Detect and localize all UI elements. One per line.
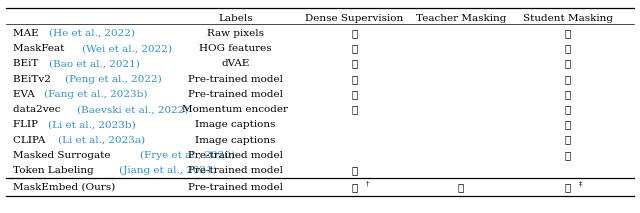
- Text: ✓: ✓: [351, 183, 358, 192]
- Text: (Baevski et al., 2022): (Baevski et al., 2022): [77, 105, 188, 114]
- Text: ✓: ✓: [564, 151, 571, 160]
- Text: Image captions: Image captions: [195, 136, 276, 145]
- Text: ✓: ✓: [564, 75, 571, 84]
- Text: (Wei et al., 2022): (Wei et al., 2022): [82, 44, 172, 53]
- Text: Masked Surrogate: Masked Surrogate: [13, 151, 113, 160]
- Text: ✓: ✓: [564, 136, 571, 145]
- Text: Pre-trained model: Pre-trained model: [188, 183, 283, 192]
- Text: ✓: ✓: [351, 166, 358, 175]
- Text: MaskEmbed (Ours): MaskEmbed (Ours): [13, 183, 115, 192]
- Text: (Li et al., 2023b): (Li et al., 2023b): [49, 120, 136, 129]
- Text: ✓: ✓: [564, 29, 571, 38]
- Text: data2vec: data2vec: [13, 105, 63, 114]
- Text: CLIPA: CLIPA: [13, 136, 48, 145]
- Text: ✓: ✓: [351, 44, 358, 53]
- Text: Image captions: Image captions: [195, 120, 276, 129]
- Text: ✓: ✓: [351, 105, 358, 114]
- Text: Raw pixels: Raw pixels: [207, 29, 264, 38]
- Text: ✓: ✓: [564, 90, 571, 99]
- Text: HOG features: HOG features: [199, 44, 271, 53]
- Text: Token Labeling: Token Labeling: [13, 166, 97, 175]
- Text: ✓: ✓: [351, 59, 358, 68]
- Text: ✓: ✓: [564, 183, 571, 192]
- Text: ✓: ✓: [564, 105, 571, 114]
- Text: †: †: [366, 180, 369, 188]
- Text: (Jiang et al., 2021): (Jiang et al., 2021): [119, 166, 217, 175]
- Text: ✓: ✓: [564, 59, 571, 68]
- Text: Momentum encoder: Momentum encoder: [182, 105, 289, 114]
- Text: Pre-trained model: Pre-trained model: [188, 166, 283, 175]
- Text: Pre-trained model: Pre-trained model: [188, 75, 283, 84]
- Text: Student Masking: Student Masking: [523, 14, 612, 23]
- Text: FLIP: FLIP: [13, 120, 41, 129]
- Text: ✓: ✓: [351, 90, 358, 99]
- Text: (He et al., 2022): (He et al., 2022): [49, 29, 135, 38]
- Text: BEiT: BEiT: [13, 59, 42, 68]
- Text: Dense Supervision: Dense Supervision: [305, 14, 404, 23]
- Text: Labels: Labels: [218, 14, 253, 23]
- Text: ✓: ✓: [458, 183, 464, 192]
- Text: (Li et al., 2023a): (Li et al., 2023a): [58, 136, 145, 145]
- Text: MaskFeat: MaskFeat: [13, 44, 67, 53]
- Text: dVAE: dVAE: [221, 59, 250, 68]
- Text: (Fang et al., 2023b): (Fang et al., 2023b): [44, 90, 148, 99]
- Text: ✓: ✓: [564, 120, 571, 129]
- Text: (Peng et al., 2022): (Peng et al., 2022): [65, 75, 161, 84]
- Text: ✓: ✓: [351, 29, 358, 38]
- Text: BEiTv2: BEiTv2: [13, 75, 54, 84]
- Text: ✓: ✓: [351, 75, 358, 84]
- Text: ‡: ‡: [579, 180, 582, 188]
- Text: Pre-trained model: Pre-trained model: [188, 151, 283, 160]
- Text: EVA: EVA: [13, 90, 38, 99]
- Text: (Frye et al., 2020): (Frye et al., 2020): [140, 151, 235, 160]
- Text: ✓: ✓: [564, 44, 571, 53]
- Text: Teacher Masking: Teacher Masking: [416, 14, 506, 23]
- Text: Pre-trained model: Pre-trained model: [188, 90, 283, 99]
- Text: (Bao et al., 2021): (Bao et al., 2021): [49, 59, 140, 68]
- Text: MAE: MAE: [13, 29, 42, 38]
